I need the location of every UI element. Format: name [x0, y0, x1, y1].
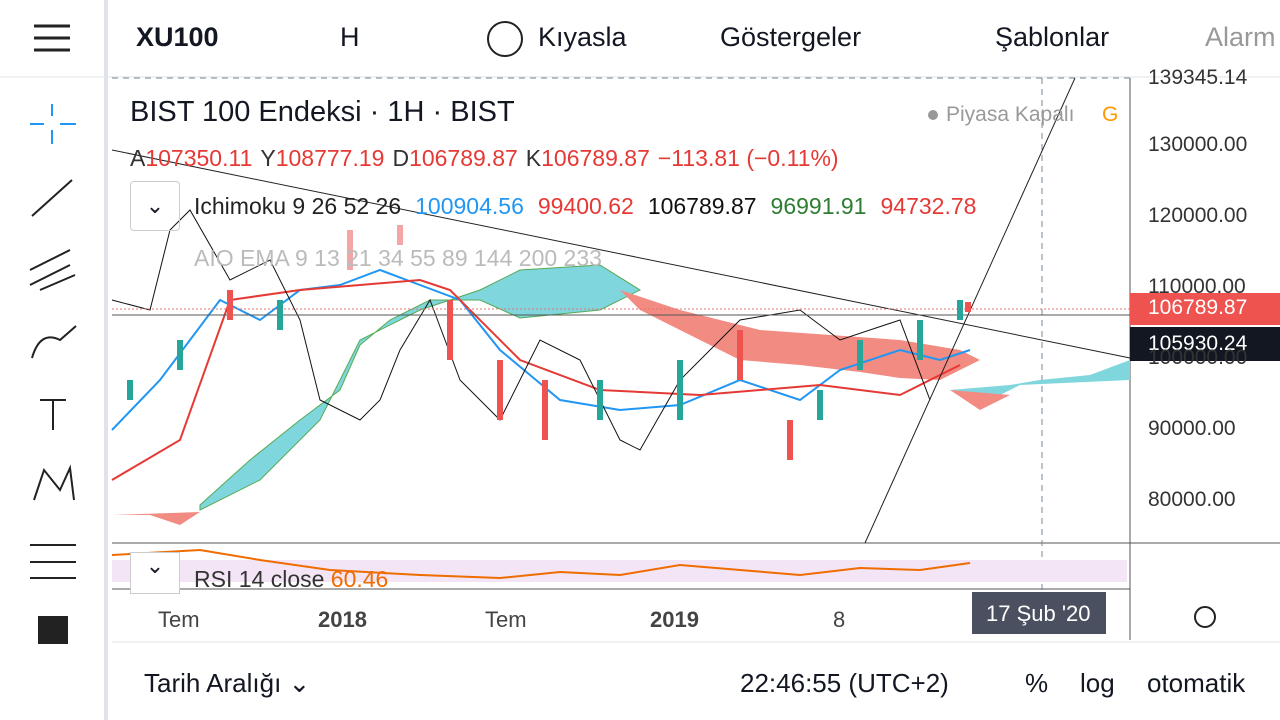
rsi-legend: RSI 14 close 60.46: [194, 566, 388, 593]
crosshair-tool[interactable]: [30, 104, 76, 144]
cloud-red-left: [112, 512, 200, 525]
kijun-line: [111, 278, 961, 481]
price-label: 110000.00: [1148, 275, 1246, 298]
time-label: 8: [833, 607, 846, 632]
indicators[interactable]: Göstergeler: [720, 22, 862, 52]
compare[interactable]: Kıyasla: [538, 22, 627, 52]
auto-toggle[interactable]: otomatik: [1147, 668, 1246, 698]
line-price: 105930.24: [1148, 332, 1248, 355]
price-label: 90000.00: [1148, 417, 1236, 440]
market-status: Piyasa Kapalı: [946, 103, 1075, 126]
candles: [127, 225, 971, 460]
ichimoku-value: 99400.62: [537, 193, 634, 219]
object-tree[interactable]: [38, 616, 68, 644]
chikou-line: [111, 209, 931, 451]
price-label: 130000.00: [1148, 133, 1248, 156]
ichimoku-value: 96991.91: [770, 193, 867, 219]
date-range[interactable]: Tarih Aralığı ⌄: [144, 668, 311, 698]
rsi-band: [112, 560, 1127, 582]
date-range-label[interactable]: Tarih Aralığı: [144, 668, 282, 698]
header-interval: 1H: [387, 96, 425, 128]
line-tool[interactable]: [31, 179, 73, 217]
crosshair-date-badge: [972, 592, 1106, 634]
rsi-collapse[interactable]: ⌄: [130, 552, 180, 594]
collapse-button[interactable]: ⌄: [130, 181, 180, 231]
rsi-value: 60.46: [330, 566, 389, 592]
ohlc-value: 107350.11: [145, 145, 253, 171]
line-price-badge: [1130, 327, 1280, 361]
price-label: 120000.00: [1148, 204, 1248, 227]
interval[interactable]: H: [340, 22, 360, 52]
price-label: 80000.00: [1148, 488, 1236, 511]
percent-toggle[interactable]: %: [1025, 668, 1049, 698]
cloud-red: [620, 290, 980, 380]
status-dot: [928, 110, 938, 120]
price-label: 139345.14: [1148, 66, 1248, 89]
ohlc-value: 106789.87: [541, 145, 650, 171]
trend-line: [111, 149, 1131, 359]
ohlc-label: A: [130, 145, 146, 171]
ohlc-row: A107350.11 Y108777.19 D106789.87 K106789.87…: [130, 145, 839, 172]
templates[interactable]: Şablonlar: [995, 22, 1110, 52]
last-price-badge: [1130, 293, 1280, 325]
cloud-green: [199, 264, 642, 511]
menu-icon: [34, 24, 70, 52]
compare-icon[interactable]: [487, 21, 523, 57]
measure-tool[interactable]: [30, 544, 76, 579]
alarm[interactable]: Alarm: [1205, 22, 1276, 52]
last-price: 106789.87: [1148, 296, 1248, 319]
status-badge: G: [1102, 103, 1119, 126]
indicator-name: Ichimoku 9 26 52 26: [194, 193, 402, 219]
brush-tool[interactable]: [31, 325, 77, 359]
ichimoku-value: 106789.87: [647, 193, 757, 219]
ohlc-label: D: [392, 145, 410, 171]
exchange: BIST: [450, 96, 515, 128]
ichimoku-value: 94732.78: [880, 193, 977, 219]
tenkan-line: [111, 268, 971, 431]
settings-icon[interactable]: [1194, 606, 1216, 628]
ohlc-label: K: [525, 145, 542, 171]
cloud-green-right: [950, 360, 1130, 395]
cloud-red-right: [950, 390, 1010, 410]
ohlc-label: Y: [260, 145, 276, 171]
price-label: 100000.00: [1148, 346, 1248, 369]
time-label: Tem: [158, 607, 200, 632]
pattern-tool[interactable]: [33, 464, 75, 501]
time-label: 2018: [318, 607, 367, 632]
log-toggle[interactable]: log: [1080, 668, 1115, 698]
time-label: Tem: [485, 607, 527, 632]
title: BIST 100 Endeksi: [130, 96, 362, 128]
ohlc-value: 106789.87: [409, 145, 518, 171]
clock: 22:46:55 (UTC+2): [740, 668, 949, 698]
ichimoku-legend: Ichimoku 9 26 52 26 100904.56 99400.62 1067…: [194, 193, 976, 220]
text-tool[interactable]: [40, 399, 66, 430]
crosshair-date: 17 Şub '20: [986, 601, 1091, 626]
fib-tool[interactable]: [29, 249, 76, 291]
rsi-line: [111, 548, 971, 580]
time-label: 2019: [650, 607, 699, 632]
ohlc-value: 108777.19: [275, 145, 385, 171]
rsi-name: RSI 14 close: [194, 566, 325, 592]
chart-header: BIST 100 Endeksi · 1H · BIST: [130, 96, 515, 128]
change: −113.81 (−0.11%): [657, 145, 839, 171]
ichimoku-value: 100904.56: [415, 193, 524, 219]
ema-legend: AIO EMA 9 13 21 34 55 89 144 200 233: [194, 245, 602, 271]
symbol[interactable]: XU100: [136, 22, 219, 52]
